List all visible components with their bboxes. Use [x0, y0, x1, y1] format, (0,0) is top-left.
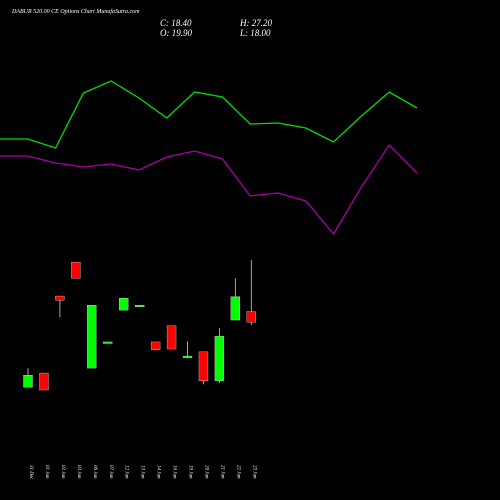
candle-body: [23, 375, 33, 388]
x-tick-label: 21 Jan: [219, 465, 224, 479]
x-tick-label: 20 Jan: [203, 465, 208, 479]
x-tick-label: 03 Jan: [76, 465, 81, 479]
candle-body: [246, 311, 256, 323]
candle-body: [198, 351, 209, 381]
chart-title: DABUR 520.00 CE Options Chart MunafaSutr…: [11, 8, 140, 15]
x-tick-label: 14 Jan: [156, 465, 161, 479]
candle-body: [103, 341, 113, 344]
candle-body: [166, 325, 177, 350]
x-tick-label: 23 Jan: [251, 465, 256, 479]
x-tick-label: 02 Jan: [60, 465, 65, 479]
x-tick-label: 07 Jan: [108, 465, 113, 479]
open-label: O: 19.90: [160, 28, 192, 38]
indicator-line: [0, 80, 418, 149]
candle-body: [55, 295, 65, 301]
x-tick-label: 13 Jan: [140, 465, 145, 479]
x-tick-label: 19 Jan: [188, 465, 193, 479]
candle-body: [87, 305, 97, 369]
x-tick-label: 01 Jan: [44, 465, 49, 479]
indicator-line: [0, 143, 418, 236]
candle-body: [214, 336, 225, 381]
candle-body: [134, 305, 145, 307]
low-label: L: 18.00: [239, 28, 271, 38]
candle-body: [230, 296, 241, 321]
candle-body: [150, 341, 161, 350]
candle-body: [182, 355, 193, 358]
x-tick-label: 16 Jan: [172, 465, 177, 479]
candle-body: [39, 372, 49, 391]
x-tick-label: 06 Jan: [92, 465, 97, 479]
x-tick-label: 12 Jan: [124, 465, 129, 479]
candle-body: [119, 297, 129, 311]
x-tick-label: 31 Dec: [28, 465, 33, 480]
close-label: C: 18.40: [160, 18, 192, 28]
candle-body: [71, 261, 81, 279]
high-label: H: 27.20: [239, 18, 272, 28]
x-tick-label: 22 Jan: [235, 465, 240, 479]
